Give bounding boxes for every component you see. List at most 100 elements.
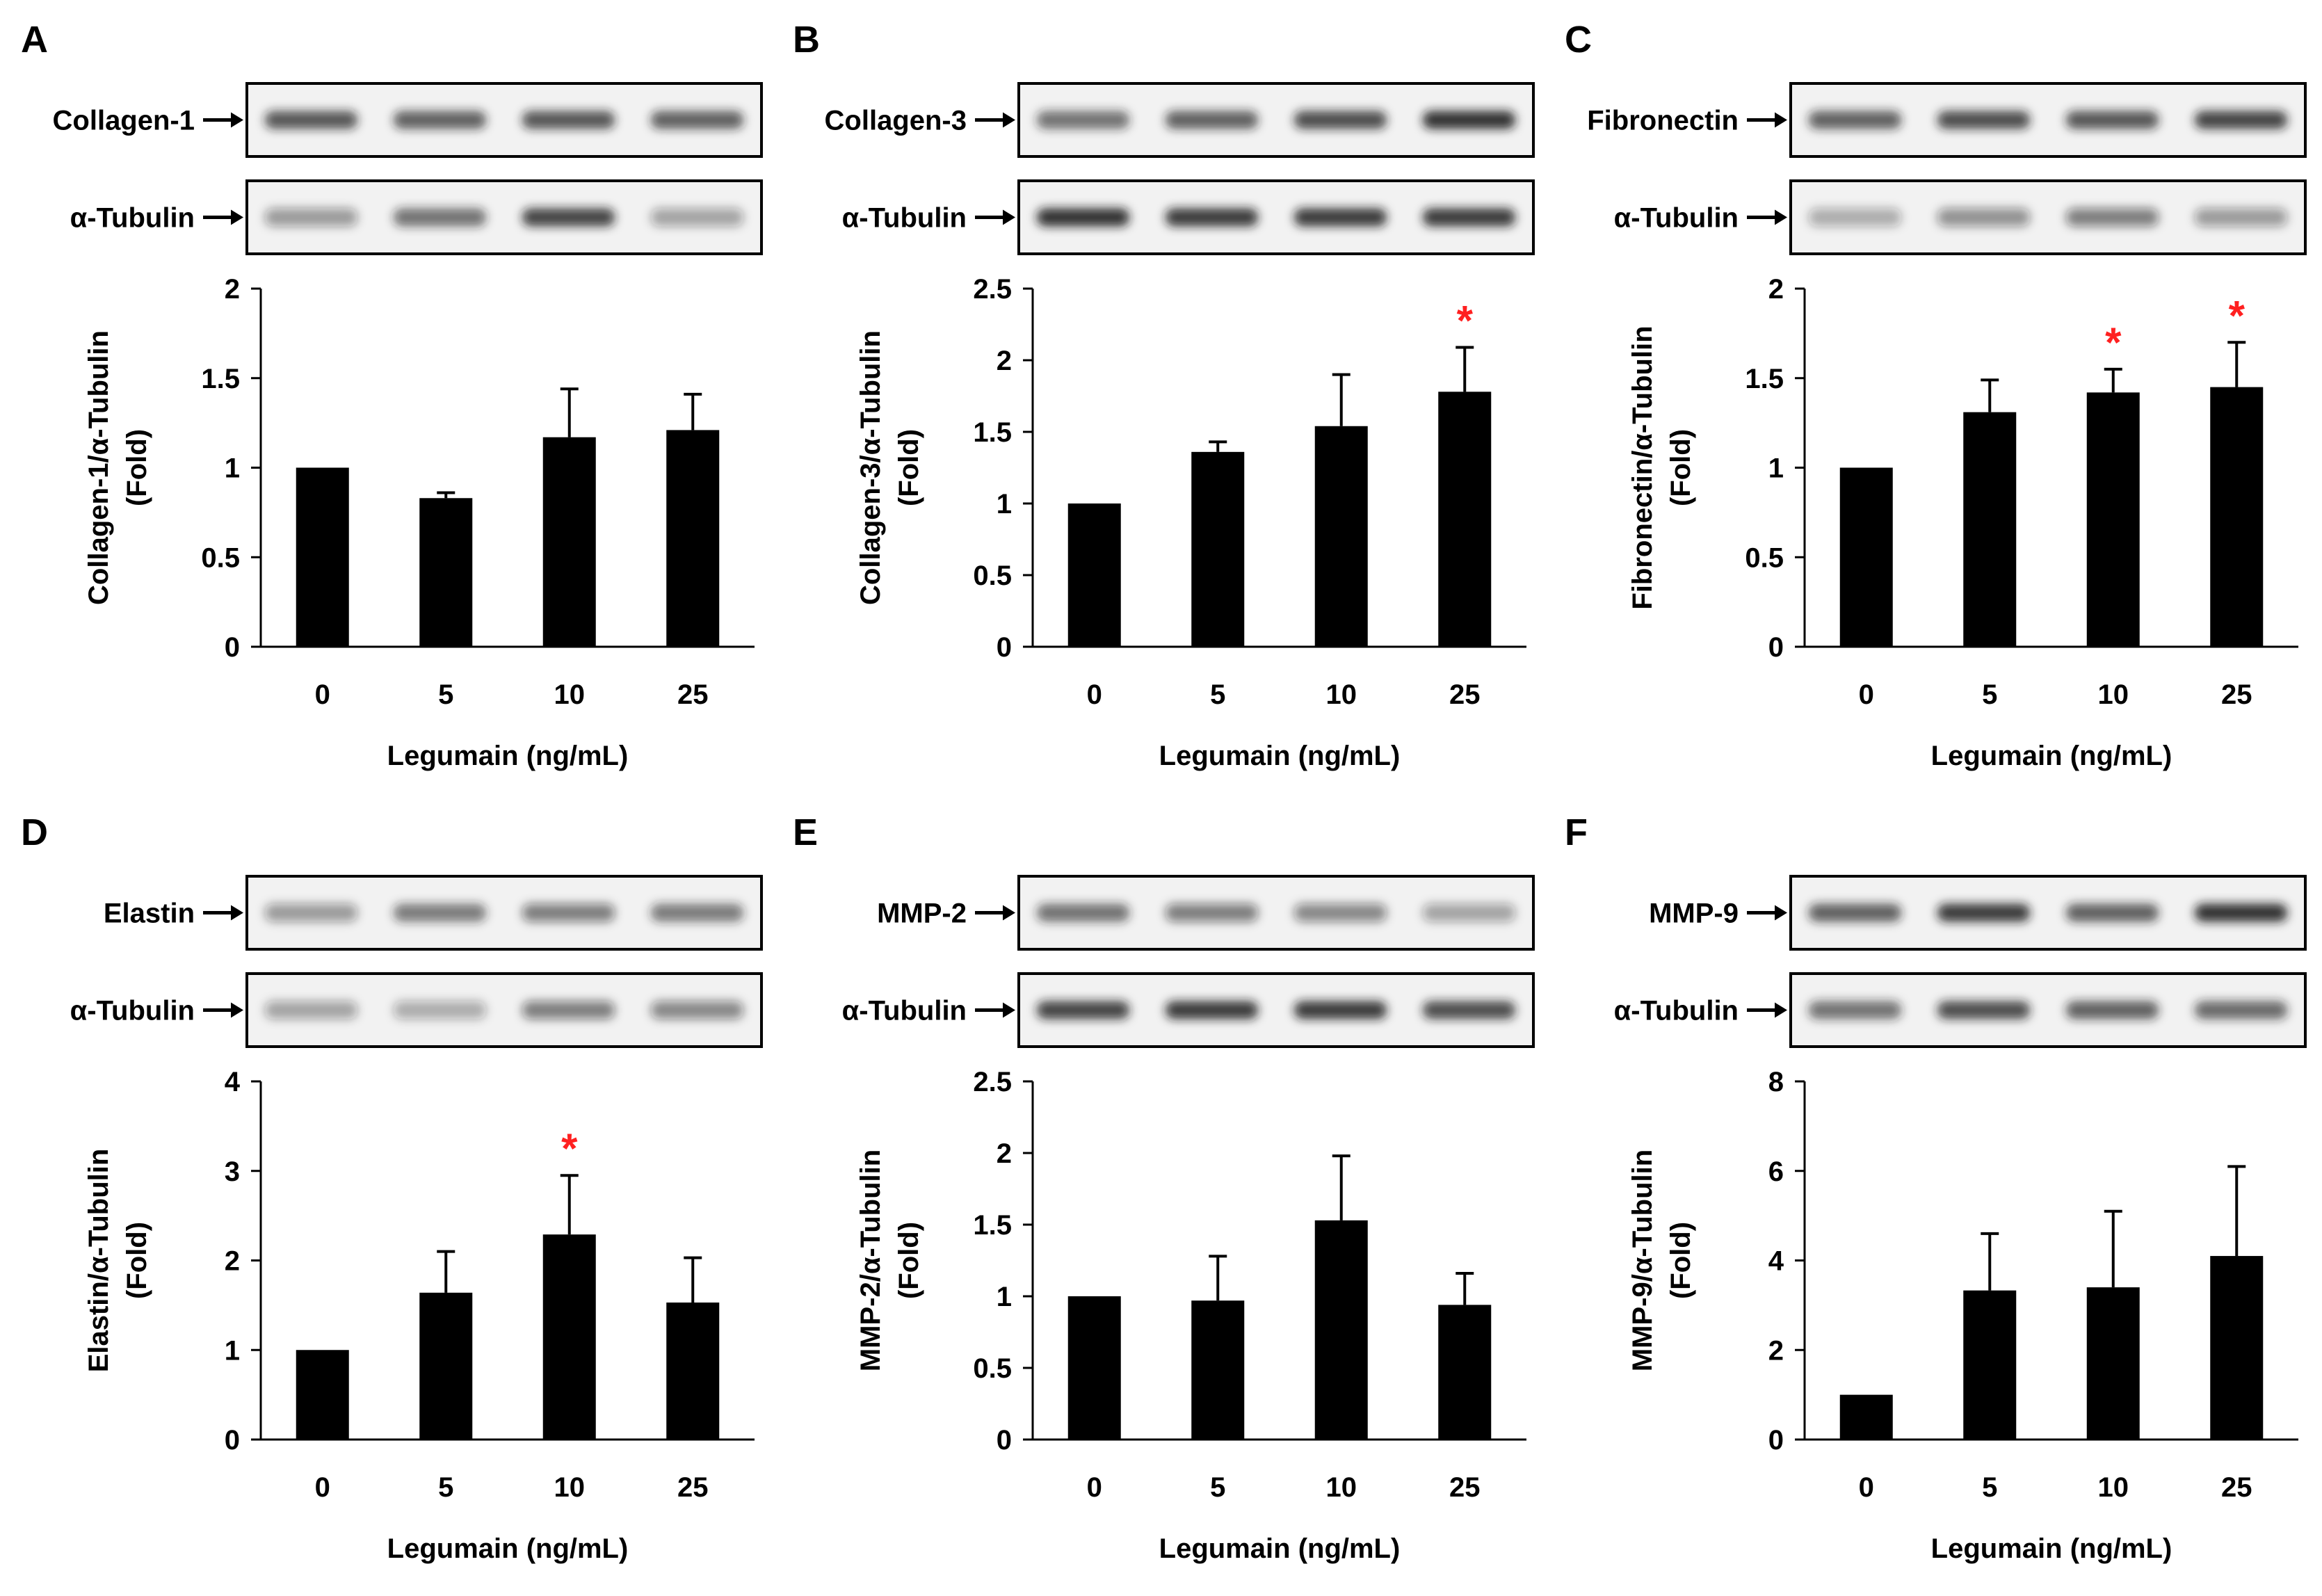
arrow-head [1775, 112, 1787, 128]
blot-band [393, 208, 487, 227]
blot-band [650, 1001, 744, 1019]
arrow-icon [203, 209, 243, 225]
y-axis-title-unit: (Fold) [1666, 429, 1696, 506]
arrow-head [231, 905, 243, 921]
bar-chart: 0 1 2 3 4 0 5 * 10 25 Legumain (ng/mL) Elastin/α-Tu… [83, 1067, 755, 1564]
blot-band [2065, 903, 2159, 922]
arrow-head [231, 209, 243, 225]
y-tick-label: 0 [225, 1425, 240, 1456]
blot-band [264, 111, 358, 129]
blot-band [264, 1001, 358, 1019]
protein-blot: Collagen-1 [53, 82, 763, 158]
protein-blot-label: Elastin [104, 898, 195, 929]
blot-band [393, 903, 487, 922]
bar [542, 437, 596, 647]
blot-band [1808, 903, 1902, 922]
x-tick-label: 25 [2221, 1472, 2252, 1503]
bar [1438, 1305, 1492, 1440]
x-tick-label: 5 [1982, 1472, 1997, 1503]
y-tick-label: 2 [1768, 274, 1784, 305]
x-tick-label: 0 [1087, 679, 1102, 710]
y-axis-title-unit: (Fold) [122, 1222, 152, 1299]
bar-chart: 0 0.5 1 1.5 2 0 5 10 25 Legumain (ng/mL) Collagen-… [83, 274, 755, 771]
y-tick-label: 2 [225, 274, 240, 305]
bar-chart: 0 0.5 1 1.5 2 2.5 0 5 10 25 Legumain (ng/mL) MMP-2/… [855, 1067, 1526, 1564]
tubulin-blot-label: α-Tubulin [70, 203, 195, 234]
bar [2086, 392, 2140, 647]
panel-a: A Collagen-1 α-Tubulin 0 0.5 1 1.5 2 0 5 10 25 Legum… [21, 19, 763, 771]
y-tick-label: 0 [997, 1425, 1012, 1456]
protein-blot: Fibronectin [1587, 82, 2307, 158]
y-axis-title-unit: (Fold) [894, 1222, 924, 1299]
protein-blot: MMP-9 [1649, 875, 2307, 951]
y-tick-label: 1 [997, 1282, 1012, 1312]
blot-band [650, 208, 744, 227]
y-tick-label: 2.5 [973, 274, 1012, 305]
blot-band [1808, 208, 1902, 227]
blot-band [393, 111, 487, 129]
tubulin-blot-label: α-Tubulin [842, 203, 967, 234]
panel-letter: F [1565, 812, 1588, 853]
arrow-head [1775, 209, 1787, 225]
arrow-head [1003, 209, 1015, 225]
arrow-icon [1747, 209, 1787, 225]
tubulin-blot: α-Tubulin [1614, 972, 2307, 1048]
y-tick-label: 1 [225, 453, 240, 484]
protein-blot-label: MMP-2 [877, 898, 967, 929]
y-axis-title-unit: (Fold) [1666, 1222, 1696, 1299]
y-tick-label: 0 [225, 632, 240, 663]
blot-band [1036, 111, 1130, 129]
blot-band [393, 1001, 487, 1019]
tubulin-blot-label: α-Tubulin [1614, 203, 1739, 234]
x-tick-label: 0 [315, 1472, 330, 1503]
x-tick-label: 10 [2098, 1472, 2129, 1503]
protein-blot-label: Fibronectin [1587, 106, 1739, 136]
arrow-head [231, 1002, 243, 1018]
y-tick-label: 1.5 [973, 1210, 1012, 1241]
blot-band [1808, 111, 1902, 129]
y-axis-title: MMP-2/α-Tubulin [855, 1150, 886, 1371]
x-tick-label: 0 [1859, 679, 1874, 710]
x-axis-title: Legumain (ng/mL) [387, 741, 629, 771]
y-tick-label: 0.5 [973, 1353, 1012, 1384]
arrow-icon [1747, 1002, 1787, 1018]
arrow-icon [203, 1002, 243, 1018]
tubulin-blot-label: α-Tubulin [1614, 996, 1739, 1026]
bar [1314, 1220, 1368, 1440]
panel-letter: B [793, 19, 820, 61]
arrow-head [1003, 112, 1015, 128]
significance-marker: * [2229, 292, 2246, 339]
y-tick-label: 0 [1768, 632, 1784, 663]
arrow-icon [203, 112, 243, 128]
blot-band [2194, 208, 2288, 227]
panel-letter: E [793, 812, 818, 853]
x-axis-title: Legumain (ng/mL) [1931, 741, 2172, 771]
tubulin-blot: α-Tubulin [70, 179, 763, 255]
panel-letter: D [21, 812, 48, 853]
blot-band [522, 208, 615, 227]
y-tick-label: 2 [997, 346, 1012, 376]
x-tick-label: 5 [438, 679, 453, 710]
y-axis-title: Elastin/α-Tubulin [83, 1149, 114, 1373]
blot-band [1808, 1001, 1902, 1019]
bar [1963, 412, 2017, 647]
x-tick-label: 0 [1859, 1472, 1874, 1503]
y-tick-label: 8 [1768, 1067, 1784, 1097]
arrow-icon [975, 1002, 1015, 1018]
x-tick-label: 25 [677, 679, 709, 710]
bar [2210, 1256, 2264, 1440]
panel-b: B Collagen-3 α-Tubulin 0 0.5 1 1.5 2 2.5 0 5 10 * 25 L… [793, 19, 1535, 771]
blot-band [1937, 111, 2031, 129]
arrow-head [1003, 905, 1015, 921]
bar [1191, 451, 1245, 647]
tubulin-blot: α-Tubulin [70, 972, 763, 1048]
blot-band [264, 208, 358, 227]
blot-band [650, 111, 744, 129]
panel-letter: C [1565, 19, 1592, 61]
x-tick-label: 5 [1210, 679, 1225, 710]
panel-d: D Elastin α-Tubulin 0 1 2 3 4 0 5 * 10 25 Legumain (n… [21, 812, 763, 1564]
x-tick-label: 25 [2221, 679, 2252, 710]
tubulin-blot: α-Tubulin [1614, 179, 2307, 255]
y-tick-label: 3 [225, 1156, 240, 1187]
